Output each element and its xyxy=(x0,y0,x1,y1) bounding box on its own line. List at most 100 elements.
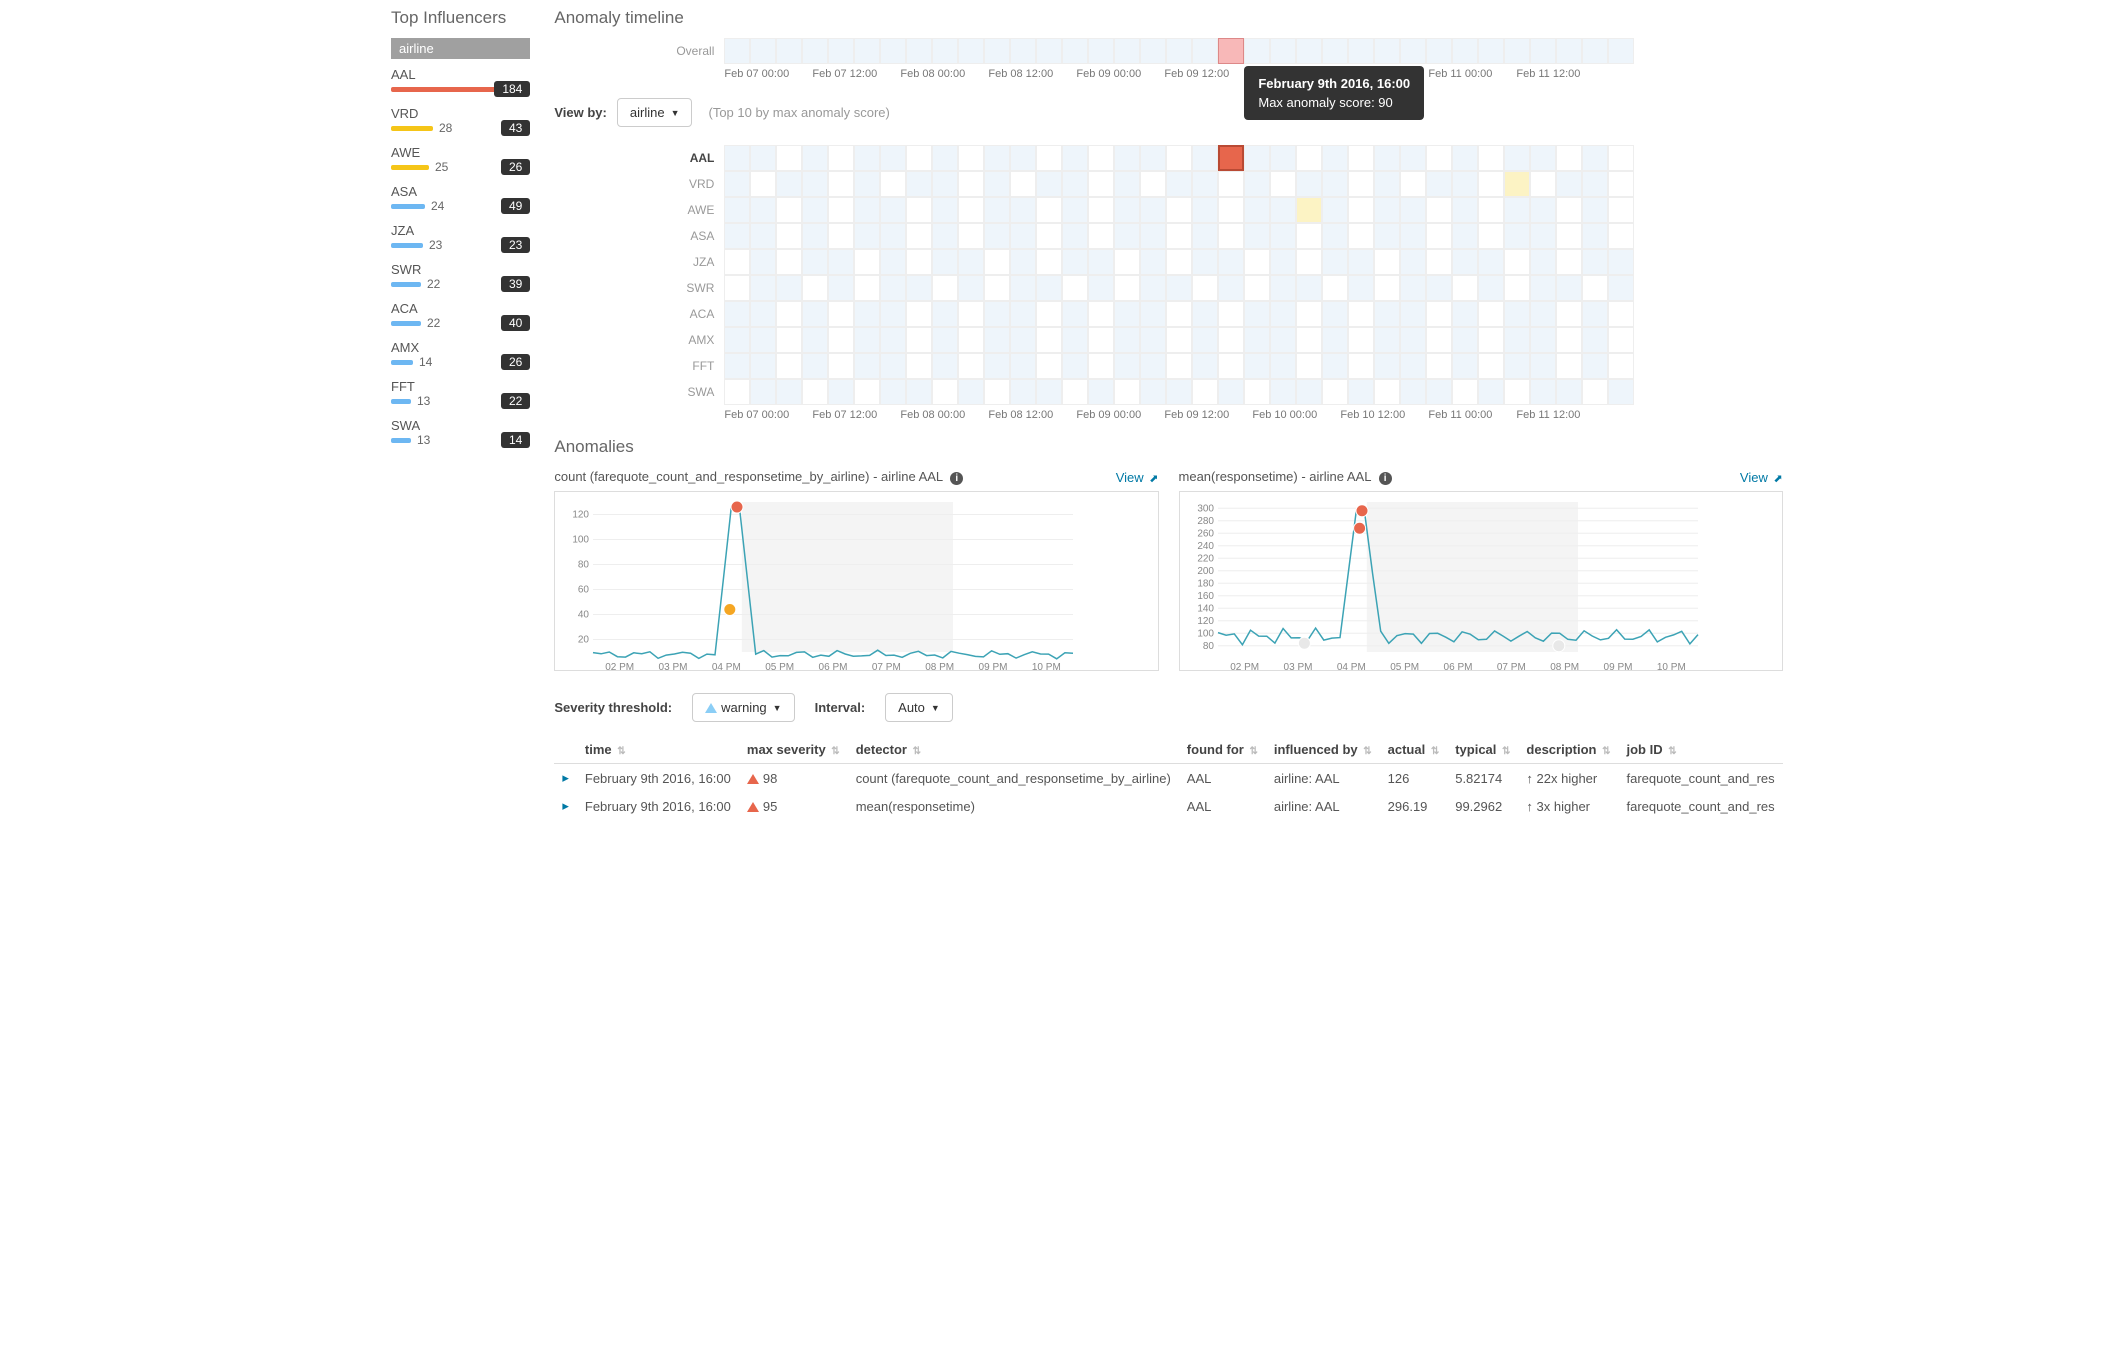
timeline-cell[interactable] xyxy=(1140,197,1166,223)
timeline-cell[interactable] xyxy=(750,275,776,301)
timeline-cell[interactable] xyxy=(1608,275,1634,301)
timeline-cell[interactable] xyxy=(724,301,750,327)
timeline-cell[interactable] xyxy=(1166,197,1192,223)
timeline-cell[interactable] xyxy=(1582,327,1608,353)
timeline-cell[interactable] xyxy=(776,38,802,64)
lane-swimlane[interactable] xyxy=(724,145,1782,171)
timeline-cell[interactable] xyxy=(1114,275,1140,301)
timeline-cell[interactable] xyxy=(828,275,854,301)
timeline-cell[interactable] xyxy=(1114,353,1140,379)
timeline-cell[interactable] xyxy=(1348,223,1374,249)
timeline-cell[interactable] xyxy=(984,379,1010,405)
timeline-cell[interactable] xyxy=(1062,171,1088,197)
timeline-cell[interactable] xyxy=(1218,223,1244,249)
timeline-cell[interactable] xyxy=(1374,171,1400,197)
timeline-cell[interactable] xyxy=(854,197,880,223)
timeline-cell[interactable] xyxy=(750,379,776,405)
lane-swimlane[interactable] xyxy=(724,301,1782,327)
timeline-cell[interactable] xyxy=(1400,379,1426,405)
timeline-cell[interactable] xyxy=(1218,275,1244,301)
timeline-cell[interactable] xyxy=(1348,379,1374,405)
timeline-cell[interactable] xyxy=(1296,327,1322,353)
timeline-cell[interactable] xyxy=(1088,353,1114,379)
timeline-cell[interactable] xyxy=(1582,223,1608,249)
timeline-cell[interactable] xyxy=(1374,301,1400,327)
chart-area[interactable]: 1201008060402002 PM03 PM04 PM05 PM06 PM0… xyxy=(554,491,1158,671)
timeline-cell[interactable] xyxy=(984,353,1010,379)
timeline-cell[interactable] xyxy=(1504,249,1530,275)
timeline-cell[interactable] xyxy=(1400,171,1426,197)
timeline-cell[interactable] xyxy=(1504,301,1530,327)
timeline-cell[interactable] xyxy=(1036,301,1062,327)
timeline-cell[interactable] xyxy=(1036,197,1062,223)
timeline-cell[interactable] xyxy=(1270,223,1296,249)
timeline-cell[interactable] xyxy=(1504,38,1530,64)
view-by-dropdown[interactable]: airline ▼ xyxy=(617,98,693,127)
timeline-cell[interactable] xyxy=(1244,223,1270,249)
table-header[interactable]: actual ⇅ xyxy=(1380,736,1448,764)
timeline-cell[interactable] xyxy=(1218,379,1244,405)
lane-swimlane[interactable] xyxy=(724,171,1782,197)
timeline-cell[interactable] xyxy=(776,197,802,223)
timeline-cell[interactable] xyxy=(1114,38,1140,64)
influencer-item[interactable]: AWE 25 26 xyxy=(391,145,530,174)
timeline-cell[interactable] xyxy=(1426,38,1452,64)
timeline-cell[interactable] xyxy=(1322,275,1348,301)
timeline-cell[interactable] xyxy=(1478,223,1504,249)
timeline-cell[interactable] xyxy=(1270,249,1296,275)
timeline-cell[interactable] xyxy=(1322,249,1348,275)
timeline-cell[interactable] xyxy=(1426,249,1452,275)
timeline-cell[interactable] xyxy=(1556,301,1582,327)
timeline-cell[interactable] xyxy=(1348,249,1374,275)
timeline-cell[interactable] xyxy=(880,38,906,64)
timeline-cell[interactable] xyxy=(1114,327,1140,353)
timeline-cell[interactable] xyxy=(1426,275,1452,301)
timeline-cell[interactable] xyxy=(1530,327,1556,353)
timeline-cell[interactable] xyxy=(776,223,802,249)
lane-swimlane[interactable] xyxy=(724,275,1782,301)
timeline-cell[interactable] xyxy=(750,327,776,353)
timeline-cell[interactable] xyxy=(1140,145,1166,171)
timeline-cell[interactable] xyxy=(958,197,984,223)
timeline-cell[interactable] xyxy=(1062,249,1088,275)
timeline-cell[interactable] xyxy=(1452,145,1478,171)
timeline-cell[interactable] xyxy=(1088,327,1114,353)
timeline-cell[interactable] xyxy=(828,327,854,353)
timeline-cell[interactable] xyxy=(1140,353,1166,379)
timeline-cell[interactable] xyxy=(1322,145,1348,171)
timeline-cell[interactable] xyxy=(828,249,854,275)
table-header[interactable]: max severity ⇅ xyxy=(739,736,848,764)
timeline-cell[interactable] xyxy=(1166,223,1192,249)
influencer-item[interactable]: VRD 28 43 xyxy=(391,106,530,135)
timeline-cell[interactable] xyxy=(958,171,984,197)
timeline-cell[interactable] xyxy=(724,38,750,64)
influencer-item[interactable]: AAL 97 184 xyxy=(391,67,530,96)
timeline-cell[interactable] xyxy=(1088,275,1114,301)
timeline-cell[interactable] xyxy=(1062,197,1088,223)
timeline-cell[interactable] xyxy=(802,301,828,327)
timeline-cell[interactable] xyxy=(1140,249,1166,275)
timeline-cell[interactable] xyxy=(1010,145,1036,171)
timeline-cell[interactable] xyxy=(1296,301,1322,327)
timeline-cell[interactable] xyxy=(750,38,776,64)
timeline-cell[interactable] xyxy=(854,223,880,249)
timeline-cell[interactable] xyxy=(776,171,802,197)
timeline-cell[interactable] xyxy=(1530,197,1556,223)
timeline-cell[interactable] xyxy=(880,353,906,379)
timeline-cell[interactable] xyxy=(1036,223,1062,249)
timeline-cell[interactable] xyxy=(776,249,802,275)
timeline-cell[interactable] xyxy=(984,275,1010,301)
timeline-cell[interactable] xyxy=(880,327,906,353)
timeline-cell[interactable] xyxy=(1400,301,1426,327)
timeline-cell[interactable] xyxy=(1140,379,1166,405)
timeline-cell[interactable] xyxy=(776,145,802,171)
timeline-cell[interactable] xyxy=(1374,249,1400,275)
table-header[interactable]: found for ⇅ xyxy=(1179,736,1266,764)
timeline-cell[interactable] xyxy=(1244,275,1270,301)
timeline-cell[interactable] xyxy=(1582,379,1608,405)
timeline-cell[interactable] xyxy=(1478,171,1504,197)
timeline-cell[interactable] xyxy=(1088,145,1114,171)
timeline-cell[interactable] xyxy=(906,38,932,64)
timeline-cell[interactable] xyxy=(958,327,984,353)
timeline-cell[interactable] xyxy=(1010,171,1036,197)
